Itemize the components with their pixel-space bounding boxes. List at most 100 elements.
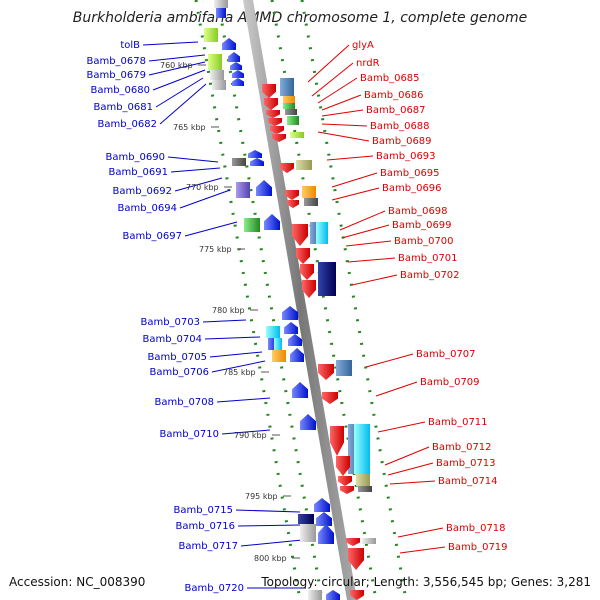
gene-label-Bamb_0680[interactable]: Bamb_0680 [90, 85, 150, 96]
gene-block-lime [290, 132, 304, 138]
gene-label-Bamb_0700[interactable]: Bamb_0700 [394, 236, 454, 247]
gene-label-Bamb_0703[interactable]: Bamb_0703 [140, 317, 200, 328]
gene-label-Bamb_0715[interactable]: Bamb_0715 [173, 505, 233, 516]
gene-block-lime [208, 54, 222, 70]
gene-arrow-reverse [322, 392, 338, 404]
gene-label-Bamb_0711[interactable]: Bamb_0711 [428, 417, 488, 428]
scale-ticks: 760 kbp 765 kbp 770 kbp 775 kbp 780 kbp 785 k… [160, 61, 300, 563]
gene-label-Bamb_0692[interactable]: Bamb_0692 [112, 186, 172, 197]
gene-label-Bamb_0698[interactable]: Bamb_0698 [388, 206, 448, 217]
gene-label-Bamb_0694[interactable]: Bamb_0694 [117, 203, 177, 214]
gene-label-Bamb_0693[interactable]: Bamb_0693 [376, 151, 436, 162]
gene-features [204, 0, 376, 600]
leader-Bamb_0707 [365, 353, 414, 368]
gene-arrow-forward [300, 414, 316, 430]
leader-Bamb_0699 [341, 224, 390, 239]
leader-Bamb_0706 [211, 360, 266, 373]
gene-label-Bamb_0697[interactable]: Bamb_0697 [122, 231, 182, 242]
gene-labels: tolB Bamb_0678 Bamb_0679 Bamb_0680 Bamb_0681… [86, 40, 507, 594]
gene-arrow-forward [314, 498, 330, 512]
gene-block-cyan [266, 326, 280, 338]
gene-label-glyA[interactable]: glyA [352, 40, 374, 51]
leader-Bamb_0701 [347, 257, 396, 263]
gene-label-Bamb_0682[interactable]: Bamb_0682 [97, 119, 157, 130]
gene-arrow-reverse [296, 248, 310, 264]
gene-label-Bamb_0710[interactable]: Bamb_0710 [159, 429, 219, 440]
gene-label-Bamb_0717[interactable]: Bamb_0717 [178, 541, 238, 552]
gene-label-Bamb_0678[interactable]: Bamb_0678 [86, 56, 146, 67]
leader-Bamb_0693 [326, 155, 374, 161]
leader-Bamb_0692 [174, 177, 223, 192]
gene-label-nrdR[interactable]: nrdR [356, 58, 380, 69]
map-title: Burkholderia ambifaria AMMD chromosome 1… [73, 10, 527, 26]
gene-label-Bamb_0708[interactable]: Bamb_0708 [154, 397, 214, 408]
gene-arrow-reverse [287, 200, 299, 208]
gene-arrow-forward [292, 382, 308, 398]
scale-tick-790-kbp: 790 kbp [234, 431, 267, 440]
gene-label-Bamb_0706[interactable]: Bamb_0706 [149, 367, 209, 378]
gene-arrow-reverse [280, 163, 294, 173]
gene-label-Bamb_0709[interactable]: Bamb_0709 [420, 377, 480, 388]
gene-arrow-forward [316, 512, 332, 526]
gene-block-orange [283, 96, 295, 103]
gene-label-Bamb_0705[interactable]: Bamb_0705 [147, 352, 207, 363]
leader-Bamb_0686 [321, 94, 362, 111]
leader-Bamb_0697 [184, 221, 238, 237]
leader-Bamb_0709 [375, 381, 418, 397]
gene-label-Bamb_0696[interactable]: Bamb_0696 [382, 183, 442, 194]
gene-label-Bamb_0714[interactable]: Bamb_0714 [438, 476, 498, 487]
gene-label-Bamb_0713[interactable]: Bamb_0713 [436, 458, 496, 469]
leader-tolB [142, 41, 199, 46]
leader-Bamb_0679 [148, 61, 206, 76]
leader-Bamb_0681 [155, 77, 204, 108]
gene-label-Bamb_0702[interactable]: Bamb_0702 [400, 270, 460, 281]
gene-arrow-reverse [292, 224, 308, 246]
gene-arrow-forward [230, 62, 242, 70]
topology-text: Topology: circular; Length: 3,556,545 bp… [260, 575, 591, 589]
gene-label-Bamb_0679[interactable]: Bamb_0679 [86, 70, 146, 81]
gene-block-cyan [354, 424, 370, 474]
gene-label-Bamb_0686[interactable]: Bamb_0686 [364, 90, 424, 101]
gene-arrow-forward [228, 52, 240, 62]
gene-block-green [283, 103, 295, 109]
leader-Bamb_0712 [384, 446, 430, 466]
gene-label-tolB[interactable]: tolB [120, 40, 140, 51]
gene-arrow-reverse [270, 126, 284, 134]
gene-label-Bamb_0690[interactable]: Bamb_0690 [105, 152, 165, 163]
gene-label-Bamb_0707[interactable]: Bamb_0707 [416, 349, 476, 360]
gene-arrow-forward [222, 38, 236, 50]
gene-arrow-reverse [300, 264, 314, 280]
gene-label-Bamb_0719[interactable]: Bamb_0719 [448, 542, 508, 553]
leader-Bamb_0690 [167, 156, 219, 163]
gene-label-Bamb_0685[interactable]: Bamb_0685 [360, 73, 420, 84]
gene-label-Bamb_0681[interactable]: Bamb_0681 [93, 102, 153, 113]
gene-block-khaki [296, 160, 312, 170]
gene-label-Bamb_0720[interactable]: Bamb_0720 [184, 583, 244, 594]
gene-label-Bamb_0695[interactable]: Bamb_0695 [380, 168, 440, 179]
gene-label-Bamb_0689[interactable]: Bamb_0689 [372, 136, 432, 147]
gene-label-Bamb_0712[interactable]: Bamb_0712 [432, 442, 492, 453]
gene-label-Bamb_0718[interactable]: Bamb_0718 [446, 523, 506, 534]
gene-label-Bamb_0716[interactable]: Bamb_0716 [175, 521, 235, 532]
gene-arrow-forward [256, 180, 272, 196]
gene-label-Bamb_0704[interactable]: Bamb_0704 [142, 334, 202, 345]
gene-label-Bamb_0701[interactable]: Bamb_0701 [398, 253, 458, 264]
gene-label-Bamb_0699[interactable]: Bamb_0699 [392, 220, 452, 231]
gene-label-Bamb_0687[interactable]: Bamb_0687 [366, 105, 426, 116]
leader-Bamb_0716 [237, 524, 302, 527]
leader-Bamb_0685 [317, 77, 358, 104]
gene-arrow-reverse [268, 118, 282, 126]
gene-block-darkgray [285, 109, 297, 115]
gene-block-green [244, 218, 260, 232]
gene-arrow-reverse [340, 486, 354, 494]
leader-Bamb_0687 [321, 109, 364, 117]
gene-label-Bamb_0688[interactable]: Bamb_0688 [370, 121, 430, 132]
gene-arrow-reverse [336, 456, 350, 476]
scale-tick-785-kbp: 785 kbp [223, 368, 256, 377]
gene-arrow-forward [282, 306, 298, 320]
gene-label-Bamb_0691[interactable]: Bamb_0691 [108, 167, 168, 178]
gene-arrow-reverse [318, 364, 334, 380]
gene-arrow-reverse [348, 548, 364, 570]
